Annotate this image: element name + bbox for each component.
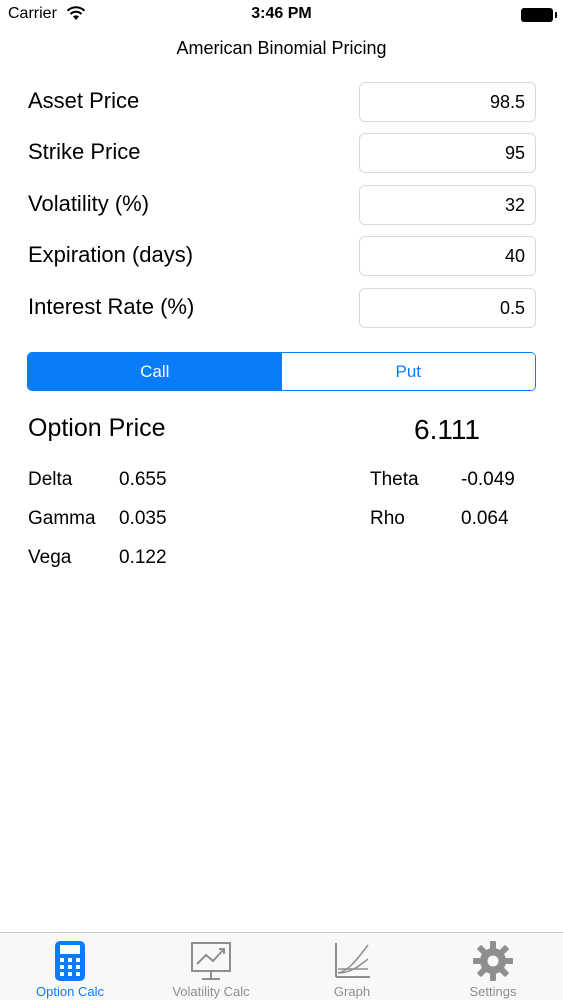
option-type-segmented-control: Call Put xyxy=(27,352,536,391)
delta-label: Delta xyxy=(28,469,73,490)
clock: 3:46 PM xyxy=(251,5,312,22)
rho-label: Rho xyxy=(370,508,405,529)
expiration-row: Expiration (days) xyxy=(28,236,536,276)
gamma-label: Gamma xyxy=(28,508,96,529)
expiration-field[interactable] xyxy=(359,236,536,276)
status-bar: Carrier 3:46 PM xyxy=(0,0,563,30)
rho-value: 0.064 xyxy=(461,508,509,529)
tab-option-calc[interactable]: Option Calc xyxy=(0,933,140,1000)
tab-graph-label: Graph xyxy=(333,984,371,999)
tab-volatility-calc[interactable]: Volatility Calc xyxy=(141,933,281,1000)
expiration-label: Expiration (days) xyxy=(28,242,194,267)
delta-value: 0.655 xyxy=(119,469,167,490)
gear-icon xyxy=(473,941,513,981)
strike-price-label: Strike Price xyxy=(28,139,141,164)
interest-rate-row: Interest Rate (%) xyxy=(28,288,536,328)
graph-icon xyxy=(335,943,370,978)
volatility-label: Volatility (%) xyxy=(28,191,150,216)
vega-value: 0.122 xyxy=(119,547,167,568)
strike-price-field[interactable] xyxy=(359,133,536,173)
tab-option-calc-label: Option Calc xyxy=(36,984,104,999)
wifi-icon xyxy=(66,6,86,20)
page-title: American Binomial Pricing xyxy=(176,38,387,58)
asset-price-row: Asset Price xyxy=(28,82,536,122)
tab-bar: Option Calc Volatility Calc Graph xyxy=(0,932,563,1000)
gamma-value: 0.035 xyxy=(119,508,167,529)
asset-price-label: Asset Price xyxy=(28,88,140,113)
theta-label: Theta xyxy=(370,469,419,490)
battery-icon xyxy=(521,8,557,22)
tab-graph[interactable]: Graph xyxy=(282,933,422,1000)
theta-value: -0.049 xyxy=(461,469,515,490)
tab-settings[interactable]: Settings xyxy=(423,933,563,1000)
chart-monitor-icon xyxy=(191,942,231,980)
call-segment[interactable]: Call xyxy=(28,353,282,390)
strike-price-row: Strike Price xyxy=(28,133,536,173)
option-price-value: 6.111 xyxy=(414,414,480,445)
calculator-icon xyxy=(55,941,85,981)
option-price-label: Option Price xyxy=(28,414,166,442)
carrier-label: Carrier xyxy=(8,5,57,22)
asset-price-field[interactable] xyxy=(359,82,536,122)
volatility-row: Volatility (%) xyxy=(28,185,536,225)
tab-volatility-calc-label: Volatility Calc xyxy=(172,984,250,999)
volatility-field[interactable] xyxy=(359,185,536,225)
tab-settings-label: Settings xyxy=(469,984,517,999)
interest-rate-label: Interest Rate (%) xyxy=(28,294,195,319)
interest-rate-field[interactable] xyxy=(359,288,536,328)
vega-label: Vega xyxy=(28,547,72,568)
put-segment[interactable]: Put xyxy=(281,353,535,390)
